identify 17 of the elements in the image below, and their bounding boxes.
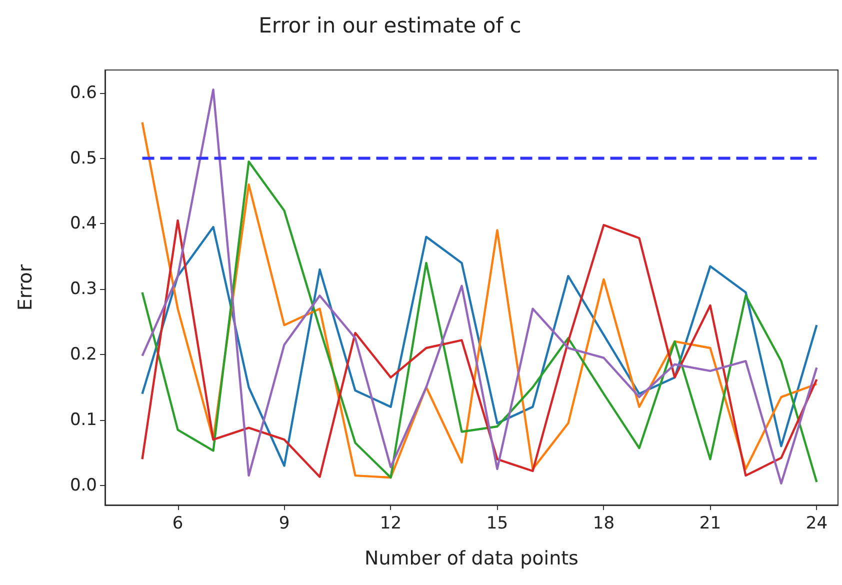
x-tick-label: 18 [592,514,615,534]
y-tick-label: 0.4 [70,214,97,234]
y-axis-title: Error [14,264,36,311]
x-axis-title: Number of data points [364,548,578,570]
x-tick-label: 21 [699,514,722,534]
y-tick-label: 0.0 [70,475,97,496]
y-tick-label: 0.2 [70,344,97,365]
x-tick-label: 12 [380,514,402,534]
x-tick-label: 24 [806,514,828,534]
y-tick-label: 0.1 [70,410,97,430]
x-tick-label: 6 [172,514,184,534]
y-tick-label: 0.5 [70,148,97,168]
y-tick-label: 0.3 [70,279,97,300]
chart-title: Error in our estimate of c [258,14,522,38]
x-tick-label: 15 [486,514,508,534]
x-tick-label: 9 [278,514,290,534]
y-tick-label: 0.6 [70,82,97,103]
